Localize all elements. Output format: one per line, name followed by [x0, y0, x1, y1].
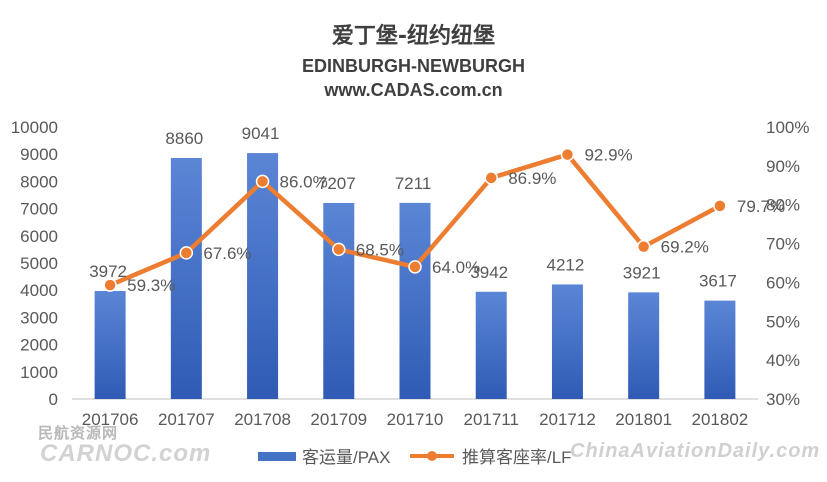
bar-data-label: 8860 [165, 129, 203, 148]
y-right-tick-label: 90% [766, 157, 800, 176]
x-tick-label: 201709 [310, 410, 367, 429]
y-left-tick-label: 8000 [20, 172, 58, 191]
x-tick-label: 201712 [539, 410, 596, 429]
bar-data-label: 3921 [623, 263, 661, 282]
bar [628, 292, 660, 399]
lf-data-label: 86.9% [508, 169, 556, 188]
lf-point [484, 171, 498, 185]
lf-point [560, 147, 575, 162]
watermark-carnoc-cn: 民航资源网 [38, 424, 119, 442]
lf-point [332, 242, 346, 257]
lf-point [255, 174, 270, 189]
bar-data-label: 3617 [699, 272, 737, 291]
y-left-tick-label: 4000 [20, 281, 58, 300]
y-left-tick-label: 10000 [11, 118, 58, 137]
x-tick-label: 201801 [615, 410, 672, 429]
lf-data-label: 67.6% [203, 244, 251, 263]
chart-title-cn: 爱丁堡-纽约纽堡 [331, 24, 496, 49]
x-tick-label: 201708 [234, 410, 291, 429]
lf-point [636, 239, 651, 254]
legend-bar-label: 客运量/PAX [302, 448, 390, 467]
bar-data-label: 7211 [395, 174, 432, 193]
bar [323, 202, 355, 399]
lf-data-label: 59.3% [127, 276, 175, 295]
chart-website: www.CADAS.com.cn [324, 80, 503, 100]
lf-point [179, 246, 194, 260]
lf-data-label: 64.0% [432, 258, 480, 277]
watermark-chinaaviationdaily: ChinaAviationDaily.com [570, 440, 821, 462]
bar [170, 158, 202, 399]
y-right-tick-label: 70% [766, 235, 800, 254]
bar [94, 290, 126, 399]
lf-point [713, 199, 727, 213]
bar-data-label: 3972 [89, 262, 127, 281]
y-left-tick-label: 5000 [20, 254, 58, 273]
bar [399, 202, 431, 399]
bar [551, 284, 583, 399]
chart-title-en: EDINBURGH-NEWBURGH [302, 56, 525, 76]
legend-line-label: 推算客座率/LF [462, 448, 572, 467]
legend-line-marker [427, 451, 437, 461]
lf-data-label: 79.7% [737, 197, 785, 216]
lf-data-label: 86.0% [280, 172, 328, 191]
y-left-tick-label: 7000 [20, 200, 58, 219]
x-tick-label: 201710 [387, 410, 444, 429]
y-right-tick-label: 50% [766, 312, 800, 331]
x-tick-label: 201706 [82, 410, 139, 429]
y-right-tick-label: 80% [766, 196, 800, 215]
y-left-tick-label: 0 [49, 390, 58, 409]
y-left-tick-label: 1000 [20, 363, 58, 382]
x-tick-label: 201711 [463, 410, 518, 429]
lf-point [408, 260, 422, 274]
bar [475, 291, 507, 399]
y-right-tick-label: 40% [766, 351, 800, 370]
y-right-tick-label: 30% [766, 390, 800, 409]
y-right-tick-label: 60% [766, 273, 800, 292]
y-left-tick-label: 3000 [20, 308, 58, 327]
bar-data-label: 3942 [470, 263, 508, 282]
lf-data-label: 69.2% [661, 238, 709, 257]
y-left-tick-label: 2000 [20, 336, 58, 355]
bar-data-label: 7207 [318, 174, 356, 193]
bar [704, 300, 736, 399]
lf-data-label: 68.5% [356, 240, 404, 259]
x-tick-label: 201802 [692, 410, 749, 429]
x-tick-label: 201707 [158, 410, 215, 429]
bar-data-label: 4212 [547, 255, 585, 274]
lf-point [103, 278, 117, 292]
legend-bar-swatch [258, 452, 296, 461]
bar-data-label: 9041 [242, 124, 280, 143]
y-left-tick-label: 9000 [20, 145, 58, 164]
y-left-tick-label: 6000 [20, 227, 58, 246]
watermark-carnoc: CARNOC.com [40, 440, 212, 467]
y-right-tick-label: 100% [766, 118, 809, 137]
lf-data-label: 92.9% [584, 146, 632, 165]
